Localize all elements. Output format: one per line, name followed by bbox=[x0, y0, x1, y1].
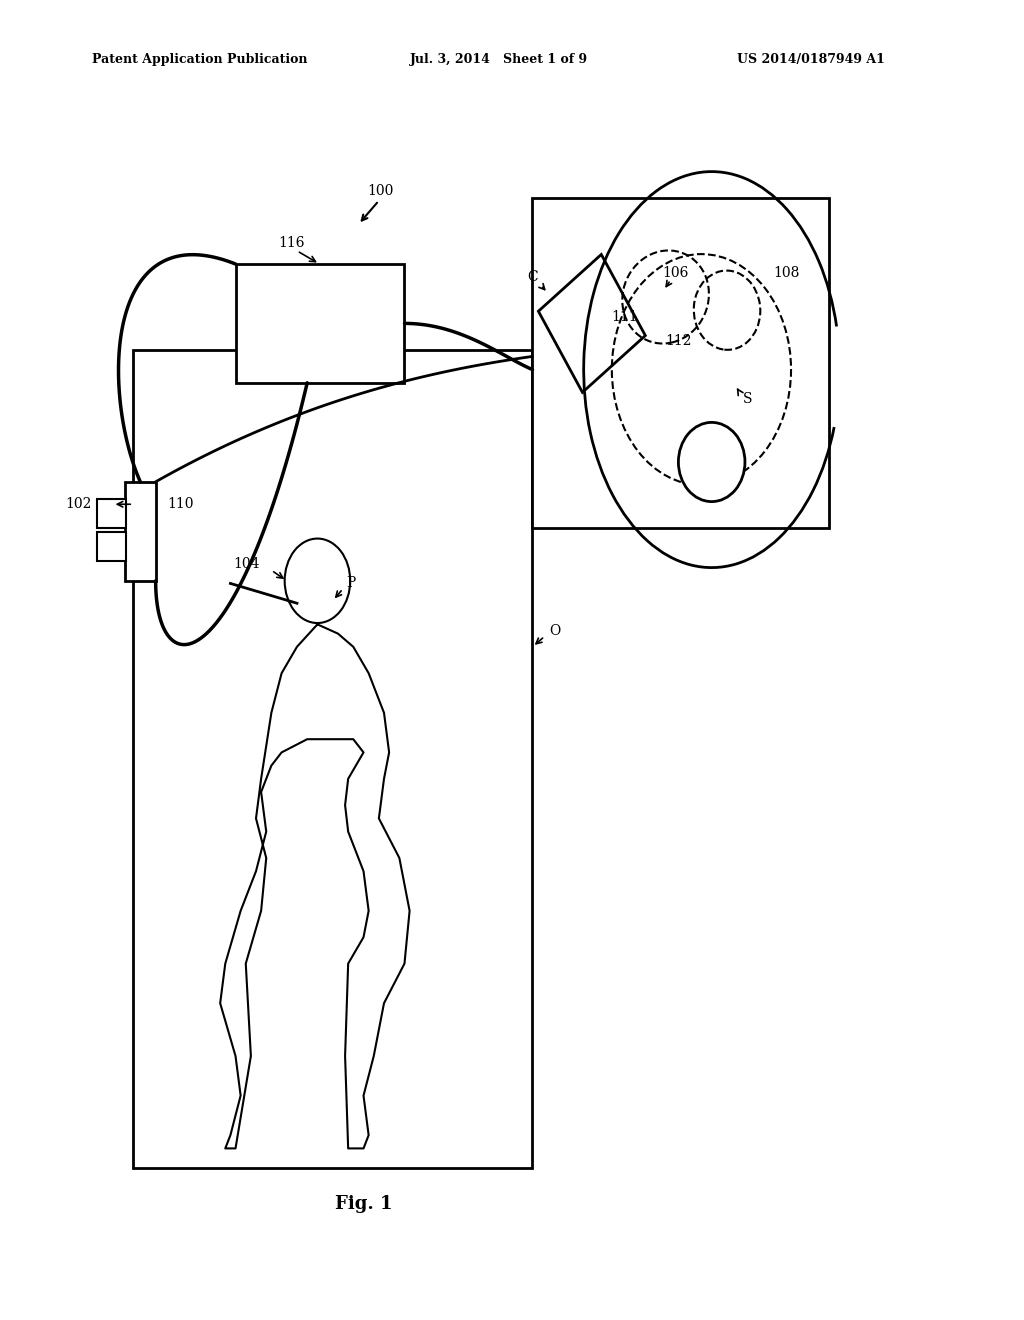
Text: 100: 100 bbox=[368, 185, 394, 198]
Ellipse shape bbox=[679, 422, 745, 502]
Text: 106: 106 bbox=[663, 267, 689, 280]
Text: S: S bbox=[742, 392, 752, 405]
Polygon shape bbox=[539, 255, 645, 392]
Text: 102: 102 bbox=[66, 498, 92, 511]
Text: O: O bbox=[549, 624, 560, 638]
Text: Patent Application Publication: Patent Application Publication bbox=[92, 53, 307, 66]
Bar bbox=[97, 499, 126, 528]
Text: US 2014/0187949 A1: US 2014/0187949 A1 bbox=[737, 53, 885, 66]
Text: 104: 104 bbox=[233, 557, 260, 570]
Text: P: P bbox=[346, 577, 355, 590]
Text: 108: 108 bbox=[773, 267, 800, 280]
Text: 112: 112 bbox=[666, 334, 692, 347]
Text: Fig. 1: Fig. 1 bbox=[335, 1195, 392, 1213]
Text: 116: 116 bbox=[279, 236, 305, 249]
Text: C: C bbox=[527, 271, 538, 284]
Bar bbox=[125, 482, 156, 581]
Text: 111: 111 bbox=[611, 310, 638, 323]
Bar bbox=[97, 532, 126, 561]
Bar bbox=[236, 264, 404, 383]
Text: 110: 110 bbox=[167, 498, 194, 511]
Bar bbox=[532, 198, 829, 528]
Text: Jul. 3, 2014   Sheet 1 of 9: Jul. 3, 2014 Sheet 1 of 9 bbox=[410, 53, 588, 66]
Bar bbox=[133, 350, 532, 1168]
